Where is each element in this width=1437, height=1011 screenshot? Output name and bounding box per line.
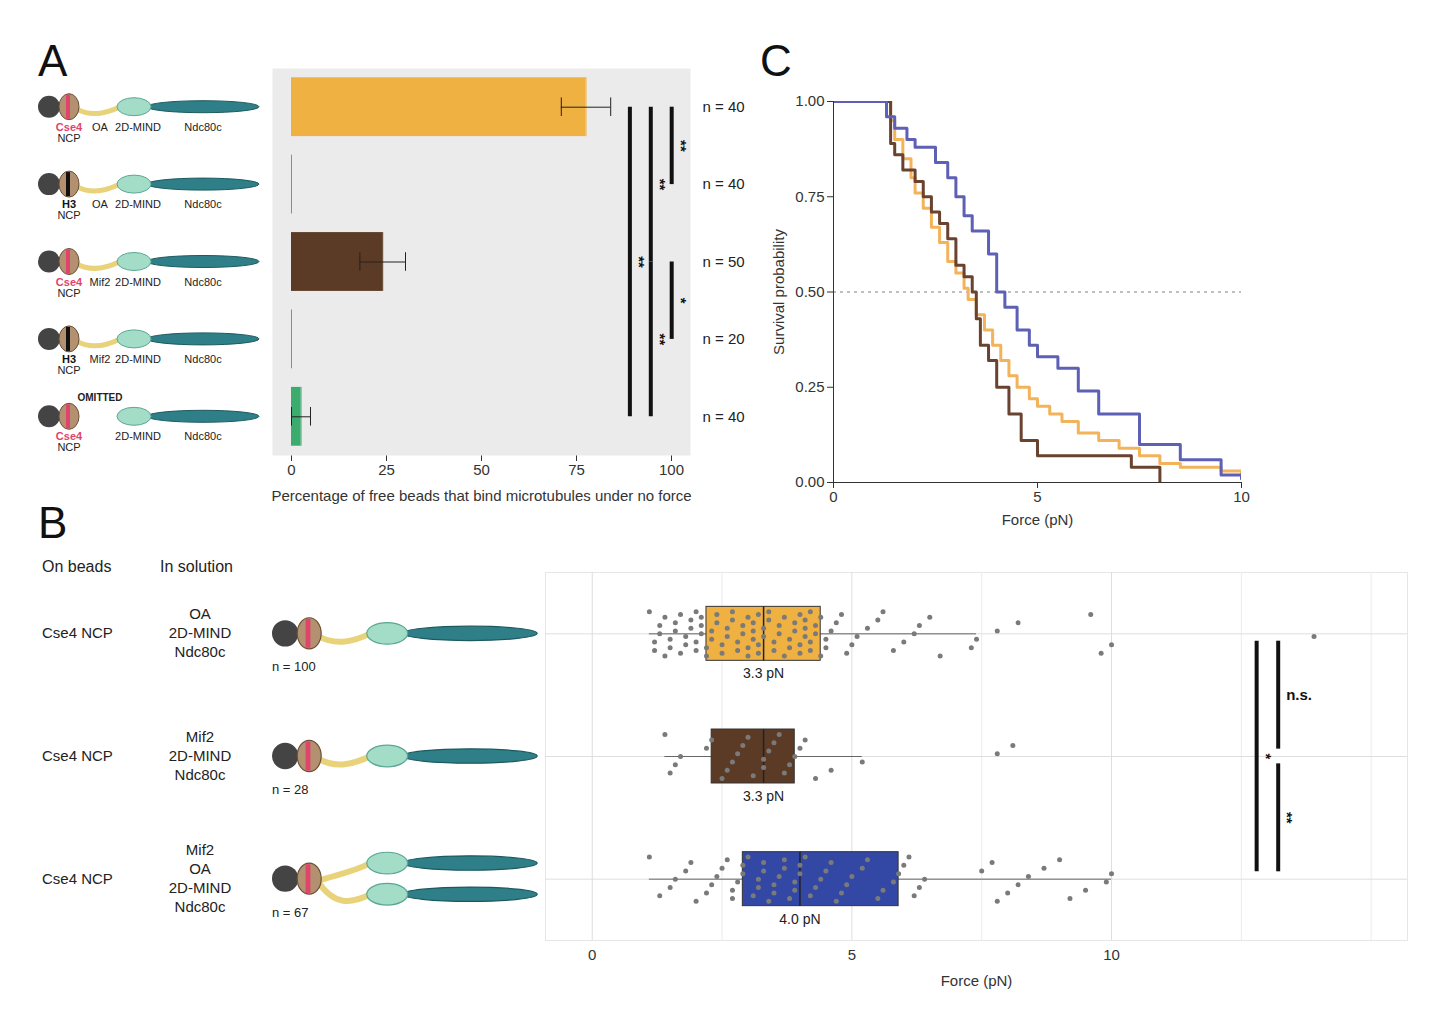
- svg-text:NCP: NCP: [57, 364, 80, 376]
- svg-text:Cse4 NCP: Cse4 NCP: [42, 870, 113, 887]
- svg-text:Ndc80c: Ndc80c: [175, 643, 226, 660]
- svg-text:*: *: [1258, 754, 1275, 760]
- svg-text:Ndc80c: Ndc80c: [184, 198, 222, 210]
- svg-text:2D-MIND: 2D-MIND: [169, 624, 232, 641]
- svg-text:Ndc80c: Ndc80c: [175, 766, 226, 783]
- svg-text:Cse4 NCP: Cse4 NCP: [42, 624, 113, 641]
- svg-text:Ndc80c: Ndc80c: [184, 430, 222, 442]
- svg-text:n = 50: n = 50: [703, 253, 745, 270]
- svg-text:2D-MIND: 2D-MIND: [169, 747, 232, 764]
- svg-text:n = 100: n = 100: [272, 659, 316, 674]
- svg-text:H3: H3: [62, 198, 76, 211]
- svg-text:NCP: NCP: [57, 287, 80, 299]
- svg-text:OA: OA: [189, 860, 211, 877]
- svg-text:2D-MIND: 2D-MIND: [115, 198, 161, 210]
- svg-text:Survival probability: Survival probability: [770, 229, 787, 355]
- svg-text:n = 28: n = 28: [272, 782, 309, 797]
- svg-text:n = 67: n = 67: [272, 905, 309, 920]
- svg-text:n.s.: n.s.: [1286, 686, 1312, 703]
- svg-text:In solution: In solution: [160, 558, 233, 575]
- svg-text:5: 5: [1033, 488, 1041, 505]
- svg-text:2D-MIND: 2D-MIND: [115, 121, 161, 133]
- svg-text:25: 25: [378, 461, 395, 478]
- svg-text:3.3 pN: 3.3 pN: [743, 788, 784, 804]
- svg-text:0: 0: [287, 461, 295, 478]
- svg-text:75: 75: [568, 461, 585, 478]
- svg-text:100: 100: [659, 461, 684, 478]
- svg-text:**: **: [1279, 812, 1296, 824]
- svg-text:2D-MIND: 2D-MIND: [115, 430, 161, 442]
- svg-text:Cse4: Cse4: [55, 275, 83, 288]
- svg-text:Mif2: Mif2: [186, 841, 214, 858]
- svg-text:NCP: NCP: [57, 132, 80, 144]
- svg-text:On beads: On beads: [42, 558, 111, 575]
- svg-text:**: **: [631, 256, 648, 268]
- svg-text:Percentage of free beads that: Percentage of free beads that bind micro…: [271, 487, 691, 504]
- svg-text:NCP: NCP: [57, 209, 80, 221]
- svg-text:OMITTED: OMITTED: [78, 392, 123, 403]
- svg-text:**: **: [673, 140, 690, 152]
- svg-text:0.25: 0.25: [795, 378, 824, 395]
- svg-text:Ndc80c: Ndc80c: [175, 898, 226, 915]
- svg-text:Cse4: Cse4: [55, 120, 83, 133]
- svg-text:50: 50: [473, 461, 490, 478]
- svg-text:0.00: 0.00: [795, 473, 824, 490]
- svg-text:2D-MIND: 2D-MIND: [115, 353, 161, 365]
- svg-text:2D-MIND: 2D-MIND: [169, 879, 232, 896]
- svg-text:0.50: 0.50: [795, 283, 824, 300]
- svg-text:Ndc80c: Ndc80c: [184, 276, 222, 288]
- svg-text:2D-MIND: 2D-MIND: [115, 276, 161, 288]
- svg-text:**: **: [652, 334, 669, 346]
- svg-text:1.00: 1.00: [795, 92, 824, 109]
- svg-text:10: 10: [1103, 946, 1120, 963]
- svg-text:Cse4: Cse4: [55, 430, 83, 443]
- svg-text:n = 20: n = 20: [703, 330, 745, 347]
- svg-text:5: 5: [848, 946, 856, 963]
- svg-text:n = 40: n = 40: [703, 175, 745, 192]
- svg-text:Cse4 NCP: Cse4 NCP: [42, 747, 113, 764]
- svg-text:Ndc80c: Ndc80c: [184, 121, 222, 133]
- svg-text:H3: H3: [62, 352, 76, 365]
- svg-text:*: *: [673, 298, 690, 304]
- svg-text:Mif2: Mif2: [186, 728, 214, 745]
- svg-text:10: 10: [1233, 488, 1250, 505]
- svg-text:Force (pN): Force (pN): [1002, 511, 1074, 528]
- svg-text:n = 40: n = 40: [703, 408, 745, 425]
- html-text:A: A: [38, 36, 68, 85]
- svg-text:Mif2: Mif2: [90, 353, 111, 365]
- svg-text:0.75: 0.75: [795, 188, 824, 205]
- svg-text:n = 40: n = 40: [703, 98, 745, 115]
- svg-text:4.0 pN: 4.0 pN: [779, 911, 820, 927]
- svg-text:3.3 pN: 3.3 pN: [743, 665, 784, 681]
- html-text:B: B: [38, 498, 68, 547]
- svg-text:0: 0: [829, 488, 837, 505]
- svg-text:OA: OA: [189, 605, 211, 622]
- svg-text:NCP: NCP: [57, 441, 80, 453]
- html-text:C: C: [760, 36, 792, 85]
- svg-text:Ndc80c: Ndc80c: [184, 353, 222, 365]
- svg-text:OA: OA: [92, 198, 109, 210]
- svg-text:Mif2: Mif2: [90, 276, 111, 288]
- svg-text:**: **: [652, 179, 669, 191]
- svg-text:0: 0: [588, 946, 596, 963]
- svg-text:Force (pN): Force (pN): [941, 972, 1013, 989]
- svg-text:OA: OA: [92, 121, 109, 133]
